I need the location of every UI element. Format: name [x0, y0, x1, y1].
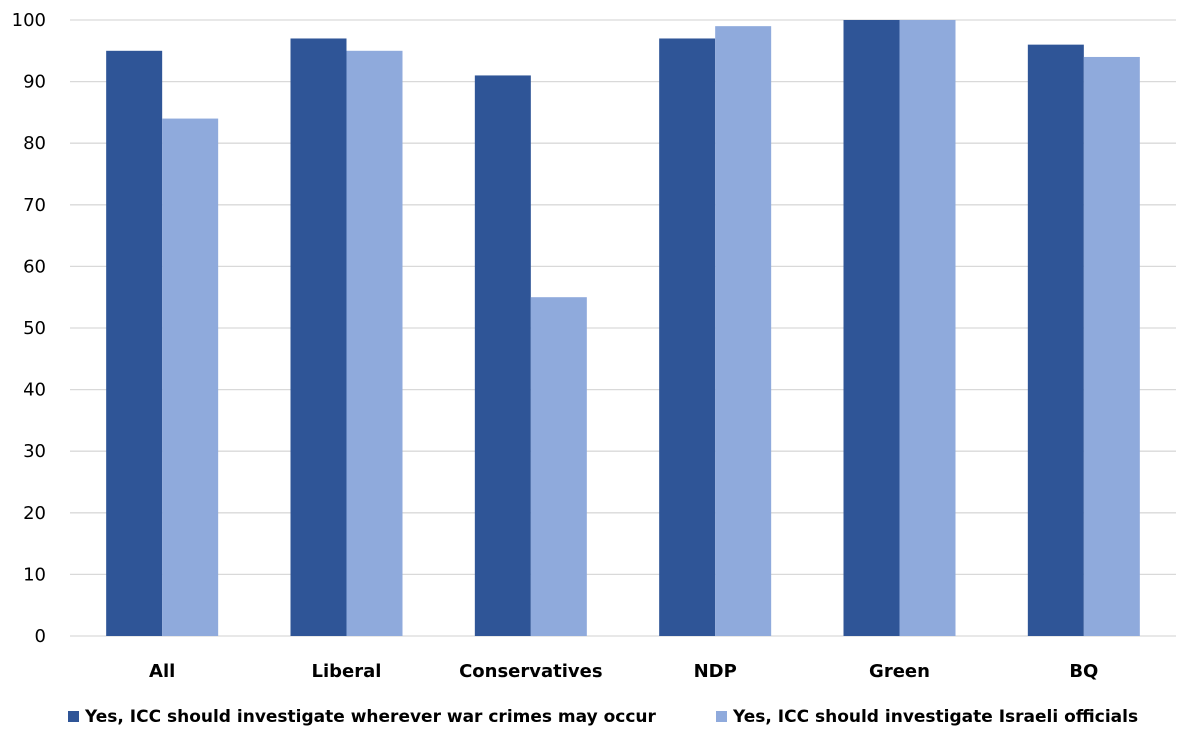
x-tick-label: Conservatives: [459, 661, 603, 682]
bar-liberal-series-2: [346, 50, 403, 637]
x-tick-label: Green: [869, 661, 930, 682]
bar-all-series-2: [162, 118, 219, 636]
legend-label: Yes, ICC should investigate wherever war…: [84, 707, 657, 727]
gridlines: [70, 19, 1176, 637]
x-tick-label: All: [149, 661, 175, 682]
bars: [106, 20, 1140, 637]
legend-item-series-2: Yes, ICC should investigate Israeli offi…: [716, 707, 1138, 727]
bar-bq-series-2: [1083, 56, 1140, 636]
bar-green-series-2: [899, 20, 956, 636]
legend: Yes, ICC should investigate wherever war…: [68, 707, 1138, 727]
legend-item-series-1: Yes, ICC should investigate wherever war…: [68, 707, 657, 727]
bar-ndp-series-1: [659, 38, 716, 637]
bar-conservatives-series-2: [530, 297, 587, 636]
bar-ndp-series-2: [715, 26, 772, 637]
y-tick-label: 0: [35, 626, 46, 647]
y-tick-label: 70: [23, 195, 46, 216]
y-tick-label: 100: [12, 10, 46, 31]
x-tick-label: BQ: [1069, 661, 1098, 682]
bar-all-series-1: [106, 50, 163, 637]
x-tick-label: Liberal: [312, 661, 382, 682]
bar-green-series-1: [843, 20, 900, 636]
bar-bq-series-1: [1027, 44, 1084, 636]
y-tick-label: 20: [23, 503, 46, 524]
x-axis-ticks: All Liberal Conservatives NDP Green BQ: [149, 661, 1098, 682]
legend-swatch: [716, 711, 727, 722]
y-tick-label: 90: [23, 72, 46, 93]
legend-label: Yes, ICC should investigate Israeli offi…: [732, 707, 1138, 727]
bar-liberal-series-1: [290, 38, 347, 637]
y-tick-label: 30: [23, 441, 46, 462]
y-tick-label: 10: [23, 564, 46, 585]
bar-conservatives-series-1: [474, 75, 531, 636]
y-tick-label: 80: [23, 133, 46, 154]
x-tick-label: NDP: [694, 661, 737, 682]
y-tick-label: 40: [23, 380, 46, 401]
y-tick-label: 60: [23, 256, 46, 277]
legend-swatch: [68, 711, 79, 722]
y-tick-label: 50: [23, 318, 46, 339]
y-axis-ticks: 0 10 20 30 40 50 60 70 80 90 100: [12, 10, 46, 647]
